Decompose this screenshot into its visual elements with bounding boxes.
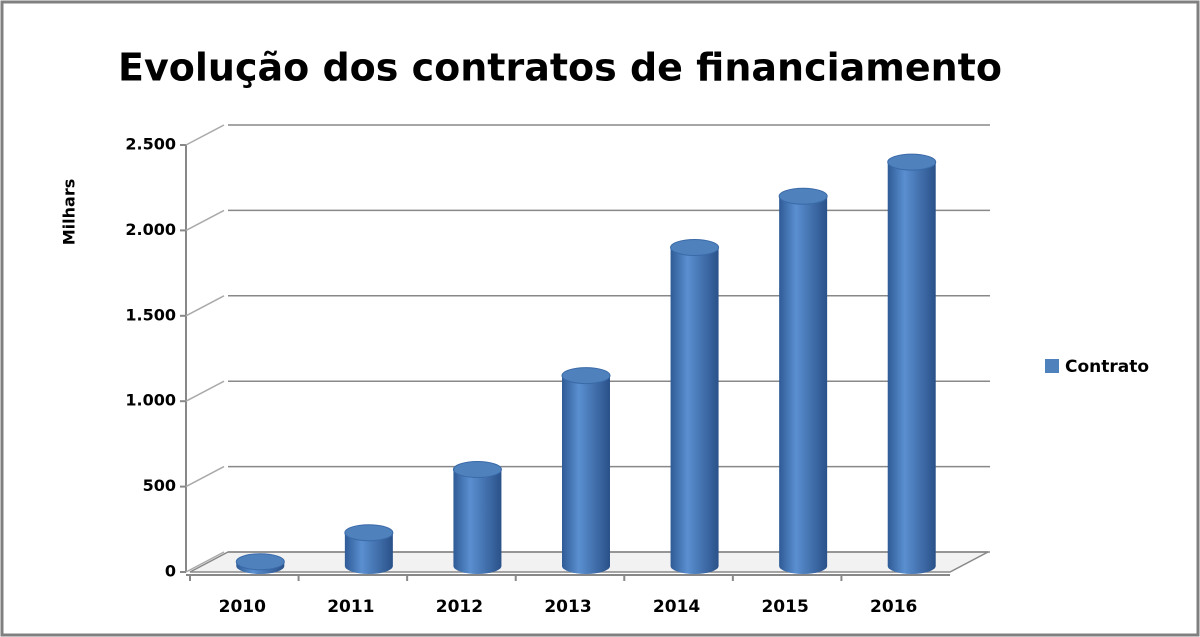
bar [452,461,502,574]
bar-body [453,469,502,574]
bar-top [778,187,828,205]
x-tick-label: 2012 [436,597,483,617]
y-tick-diag [185,551,225,573]
bar-body [344,532,393,574]
bar-top [887,153,937,171]
legend-swatch [1045,359,1059,373]
chart-title: Evolução dos contratos de financiamento [118,46,1002,90]
y-tick-label: 2.000 [125,220,176,239]
bar-top [452,461,502,479]
y-tick-diag [185,124,225,146]
x-tick-label: 2016 [870,597,917,617]
y-tick-label: 2.500 [125,135,176,154]
bar [670,238,720,575]
bar [235,553,285,574]
legend-label: Contrato [1065,357,1149,377]
y-tick-label: 0 [165,562,176,581]
bar-body [779,196,828,575]
x-tick-label: 2014 [653,597,700,617]
bar [778,187,828,575]
y-tick-diag [185,465,225,488]
bar-top [670,238,720,256]
bar-body [887,162,936,574]
x-tick-label: 2011 [327,597,374,617]
x-tick-label: 2015 [761,597,808,617]
y-tick-label: 1.500 [125,305,176,324]
bar [344,524,394,574]
bar-top [235,553,285,571]
bar [561,367,611,574]
y-tick-label: 1.000 [125,391,176,410]
y-tick-diag [185,380,225,402]
y-tick-diag [185,295,225,317]
bar-body [562,375,610,574]
y-axis-label: Milhars [60,179,79,246]
x-tick-label: 2010 [219,597,266,617]
x-tick-label: 2013 [544,597,591,617]
y-tick-diag [185,209,225,232]
bar-body [670,247,719,575]
bar-top [561,367,611,385]
bar-top [344,524,394,542]
bar [887,153,937,574]
y-tick-label: 500 [143,476,176,495]
